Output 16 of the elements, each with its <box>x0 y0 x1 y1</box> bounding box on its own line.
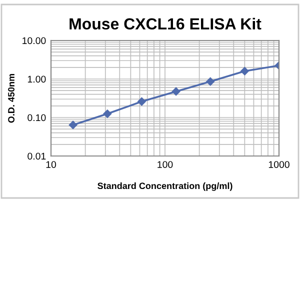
x-tick-label: 10 <box>46 161 56 168</box>
x-tick-label: 1000 <box>268 161 290 168</box>
point <box>138 97 146 106</box>
point <box>240 67 249 76</box>
x-tick-label: 100 <box>158 161 173 168</box>
y-axis-title: O.D. 450nm <box>8 74 14 123</box>
x-axis-title: Standard Concentration (pg/ml) <box>98 182 232 191</box>
y-tick-label: 1.00 <box>28 76 46 83</box>
y-tick-label: 0.10 <box>28 114 46 122</box>
chart-title: Mouse CXCL16 ELISA Kit <box>70 18 262 30</box>
point <box>172 87 180 96</box>
y-tick-label: 10.00 <box>22 37 46 44</box>
point <box>68 120 78 130</box>
y-tick-label: 0.01 <box>28 152 46 160</box>
point <box>206 77 214 86</box>
point <box>103 110 112 118</box>
